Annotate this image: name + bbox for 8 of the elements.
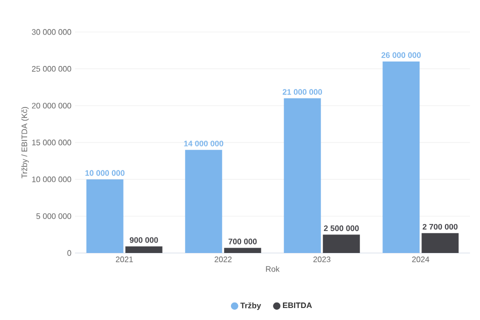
bar [382, 61, 420, 253]
bar [125, 246, 162, 253]
bar [224, 248, 262, 253]
bar [86, 179, 124, 253]
bar [322, 234, 360, 253]
bar [185, 150, 222, 253]
bar [422, 233, 459, 253]
bar [284, 98, 321, 253]
